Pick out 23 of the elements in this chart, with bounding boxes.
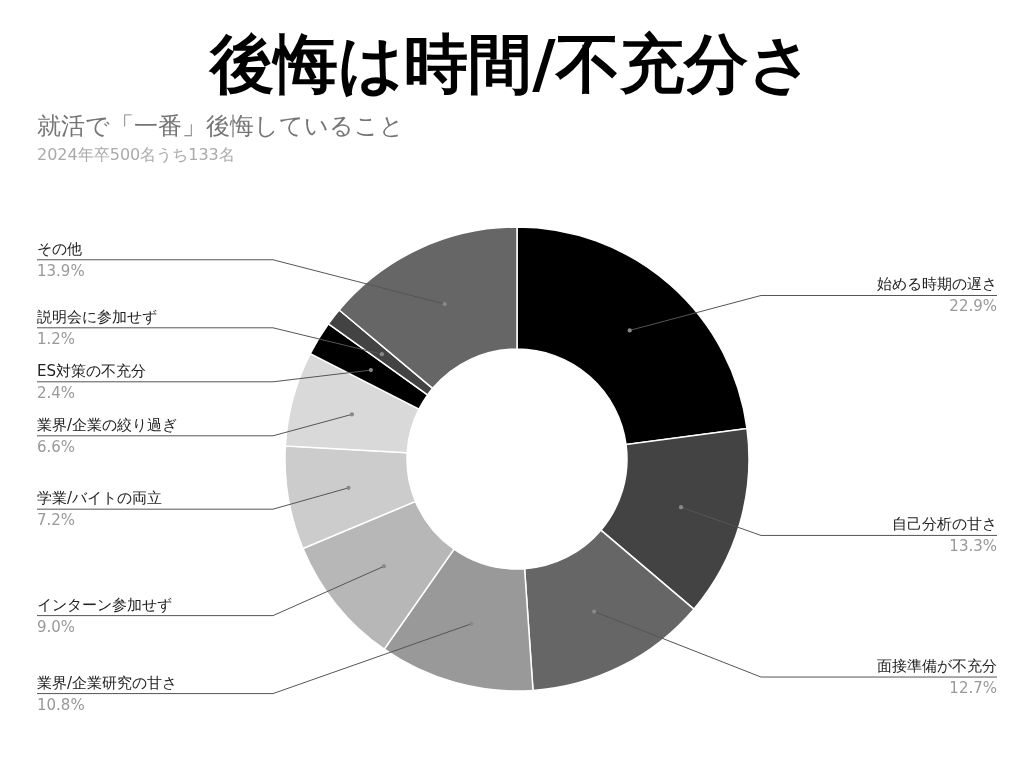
data-label: 9.0%: [37, 617, 76, 636]
data-label: 10.8%: [37, 695, 85, 714]
slice-label: 始める時期の遅さ: [877, 275, 997, 294]
chart-title: 後悔は時間/不充分さ: [207, 26, 815, 103]
data-label: 22.9%: [949, 297, 997, 316]
chart-subtitle: 就活で「一番」後悔していること: [37, 112, 404, 140]
slice-label: インターン参加せず: [37, 595, 172, 614]
data-label: 1.2%: [37, 329, 76, 348]
slice-label: 自己分析の甘さ: [892, 515, 997, 534]
data-label: 13.9%: [37, 261, 85, 280]
slice-label: 面接準備が不充分: [877, 657, 997, 676]
slice-label: その他: [37, 239, 82, 258]
data-label: 13.3%: [949, 537, 997, 556]
data-label: 6.6%: [37, 437, 76, 456]
slice-label: 説明会に参加せず: [37, 307, 157, 326]
data-label: 7.2%: [37, 511, 76, 530]
text: 2024年卒500名うち133名: [37, 145, 235, 164]
slice-label: 業界/企業研究の甘さ: [37, 673, 178, 692]
data-label: 12.7%: [949, 679, 997, 698]
slice-label: 学業/バイトの両立: [37, 489, 163, 508]
data-label: 2.4%: [37, 383, 76, 402]
slice-label: 業界/企業の絞り過ぎ: [37, 415, 178, 434]
slice-label: ES対策の不充分: [37, 361, 146, 380]
